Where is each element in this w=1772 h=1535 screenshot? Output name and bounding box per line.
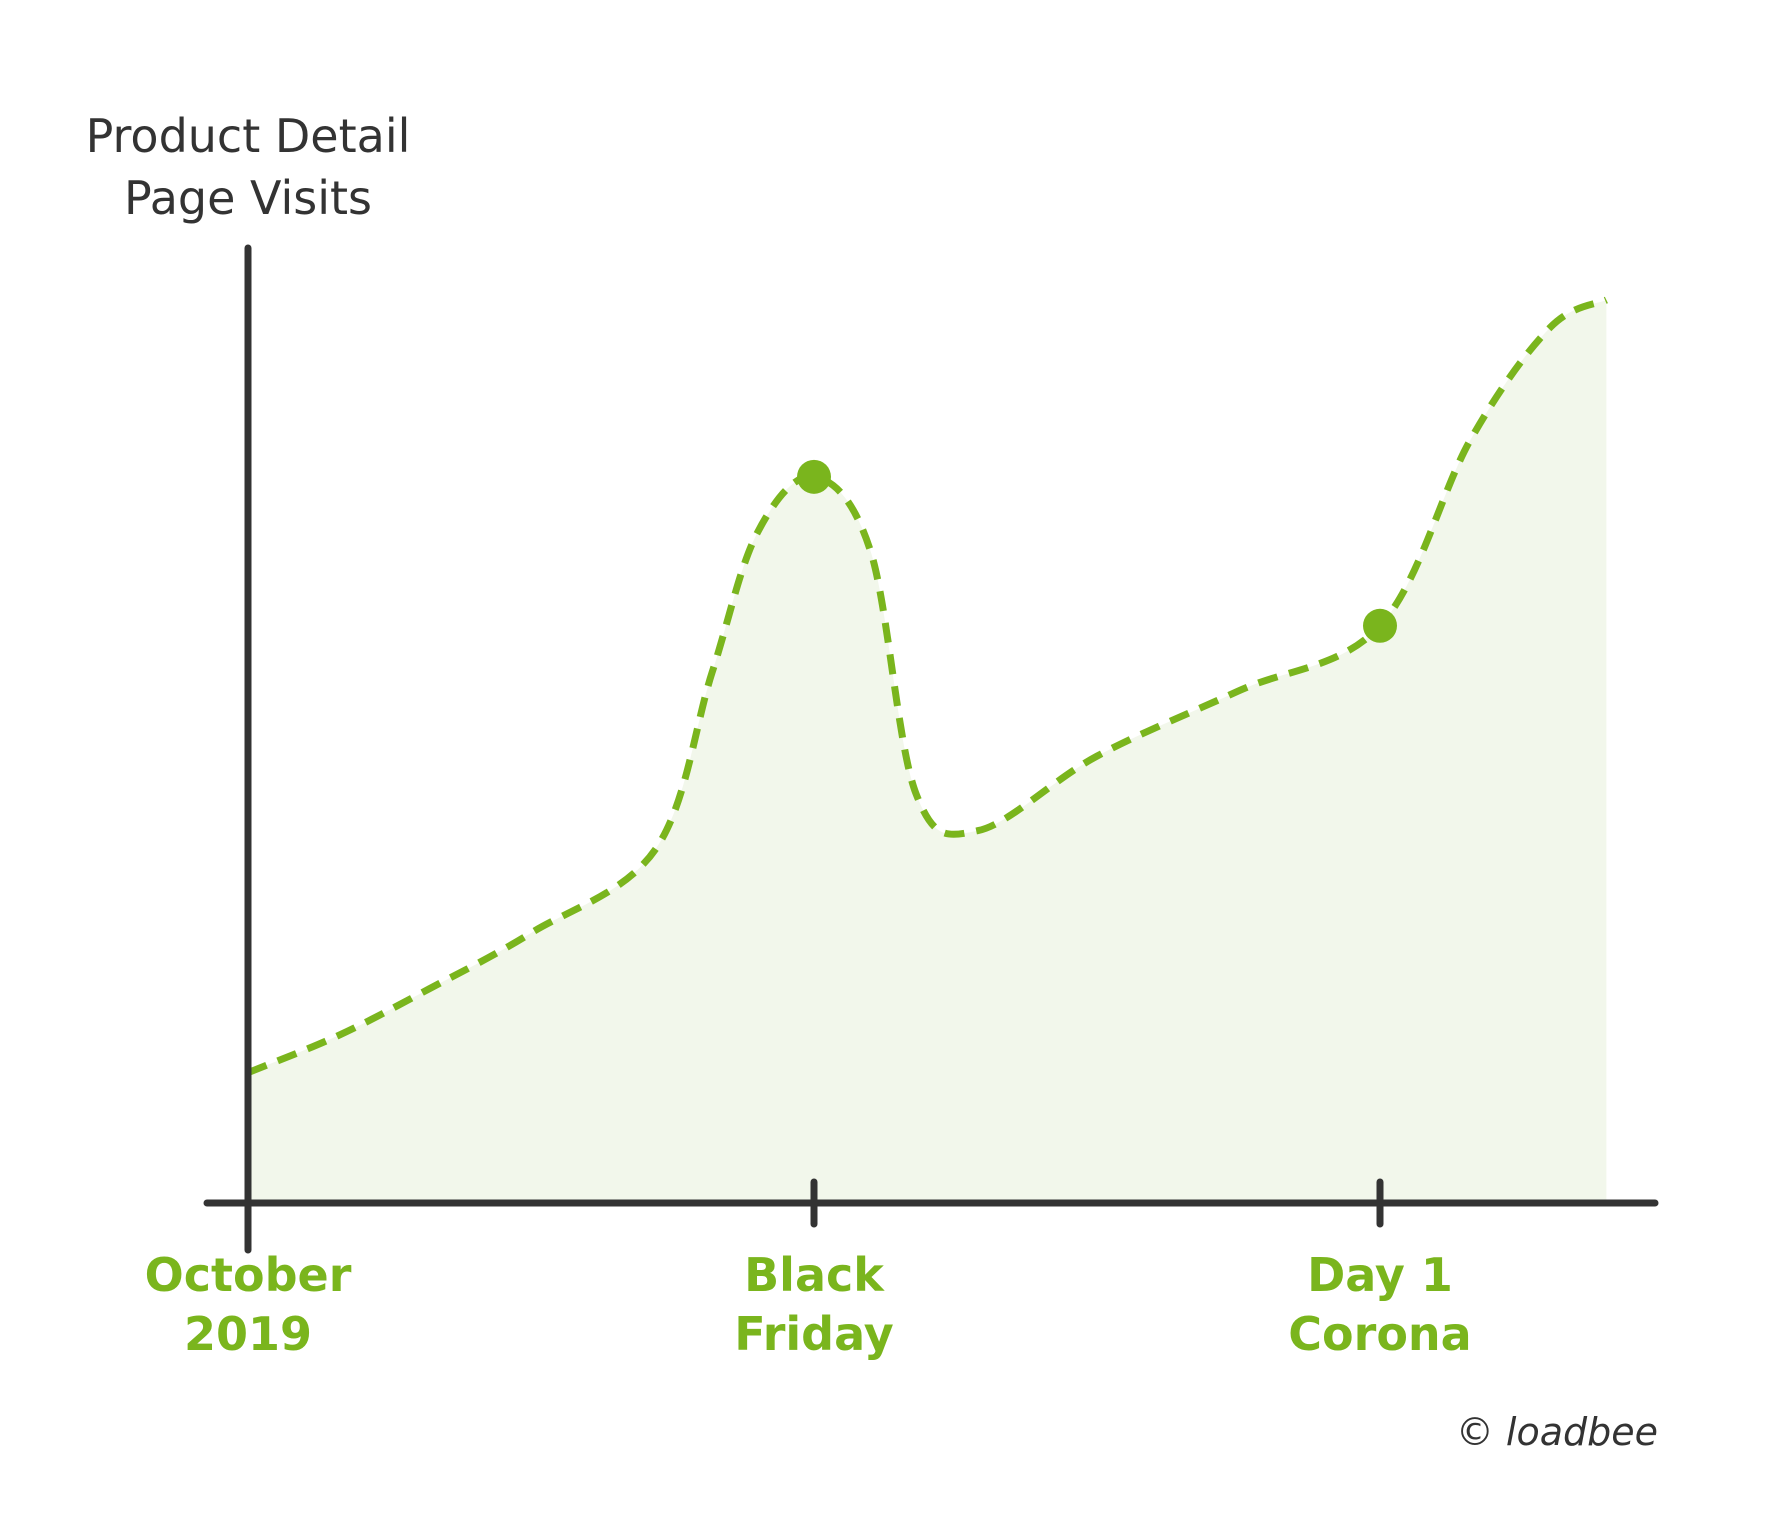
highlight-point [797, 459, 831, 494]
y-axis-label-line-1: Product Detail [86, 109, 411, 163]
x-tick-label: October [145, 1248, 352, 1302]
copyright-credit: © loadbee [1456, 1410, 1658, 1454]
area-layer [248, 299, 1607, 1203]
x-tick-label: Corona [1288, 1307, 1471, 1361]
x-tick-label: Black [744, 1248, 885, 1302]
x-tick-label: Friday [734, 1307, 893, 1361]
series-line [246, 296, 1608, 1076]
series-area-fill [248, 299, 1607, 1203]
x-tick-label: 2019 [184, 1307, 312, 1361]
y-axis-label-line-2: Page Visits [124, 171, 372, 225]
line-layer [246, 296, 1608, 1076]
axes-layer [203, 244, 1659, 1254]
y-axis-label: Product Detail Page Visits [86, 109, 411, 225]
highlight-point [1363, 608, 1397, 643]
point-layer [797, 459, 1397, 643]
x-tick-label: Day 1 [1307, 1248, 1453, 1302]
